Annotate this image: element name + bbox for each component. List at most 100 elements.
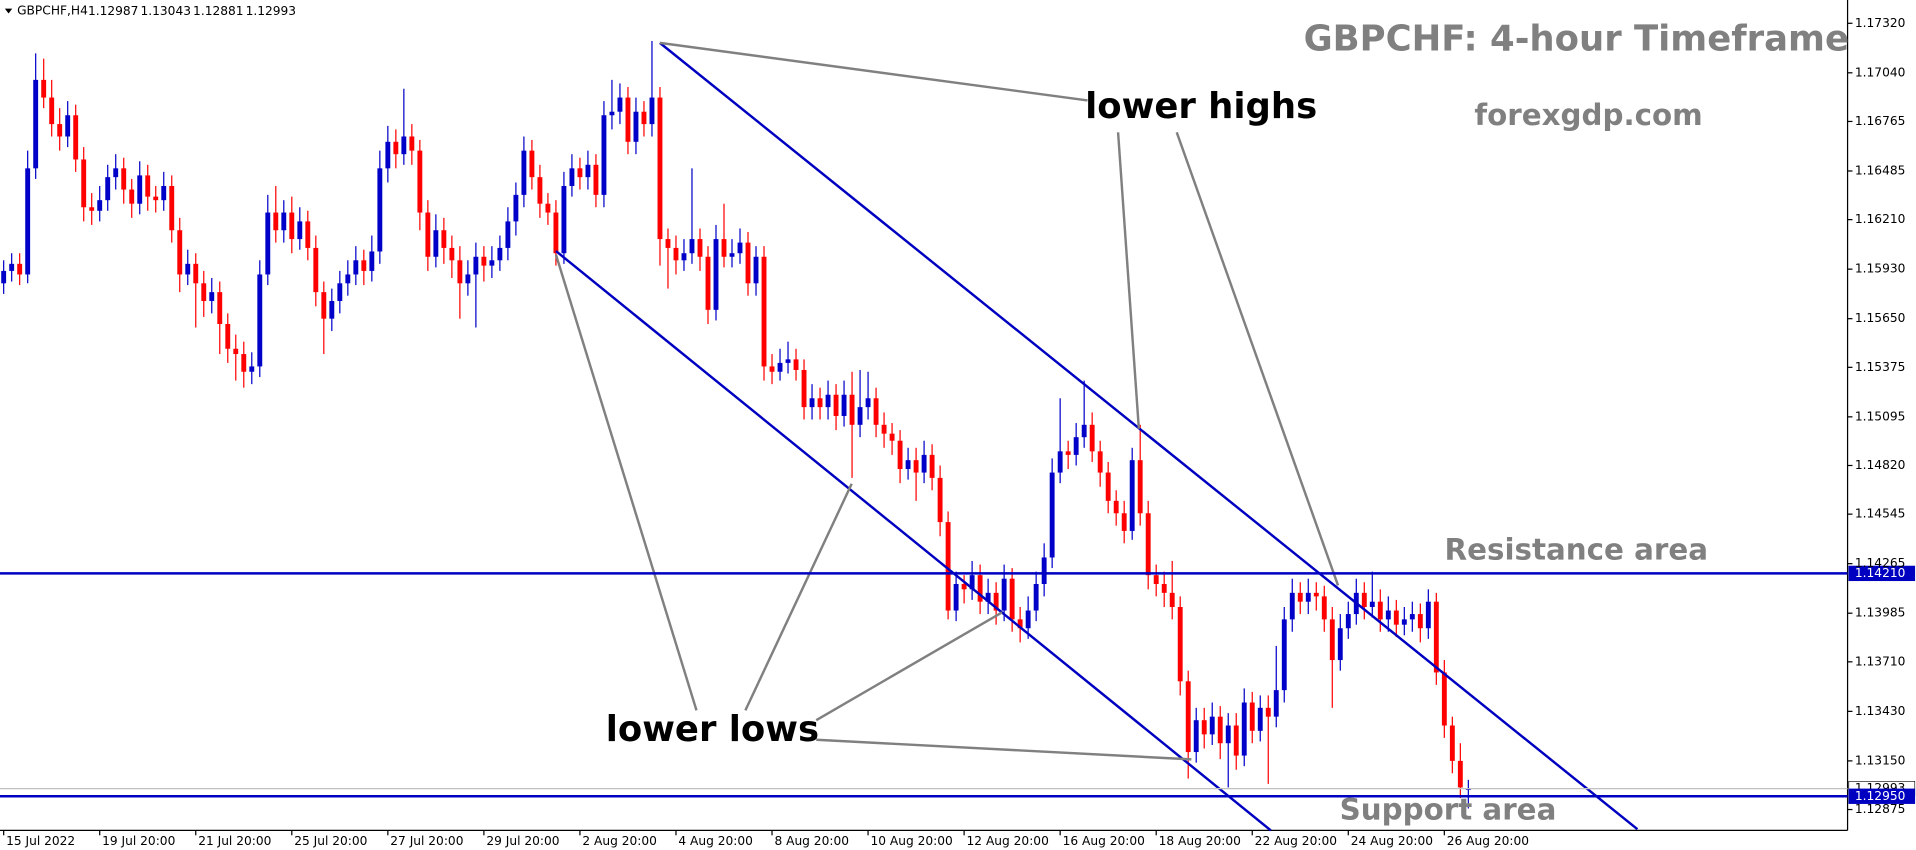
candle-body — [329, 300, 335, 319]
candle-body — [713, 239, 719, 310]
candle-body — [161, 186, 167, 201]
y-tick-label: 1.16210 — [1855, 212, 1905, 226]
candle-body — [793, 359, 799, 370]
candle-body — [705, 256, 711, 310]
candle-body — [1033, 584, 1039, 611]
candle-body — [9, 263, 15, 271]
candle-body — [345, 274, 351, 284]
candle-body — [585, 164, 591, 178]
candle-body — [953, 584, 959, 611]
candle-body — [1337, 628, 1343, 661]
candle-body — [233, 348, 239, 355]
candle-body — [1433, 601, 1439, 673]
candle-body — [169, 186, 175, 231]
candle-body — [1073, 437, 1079, 455]
candle-body — [601, 115, 607, 195]
candle-body — [425, 212, 431, 257]
candle-body — [393, 141, 399, 155]
candles — [1, 40, 1471, 809]
upper-channel-line — [659, 41, 1639, 831]
lower-channel-line — [555, 250, 1272, 832]
candle-body — [1265, 707, 1271, 717]
x-tick-label: 2 Aug 20:00 — [582, 834, 657, 848]
candle-body — [505, 221, 511, 248]
candle-body — [841, 394, 847, 416]
candle-body — [1057, 451, 1063, 473]
candle-body — [905, 460, 911, 470]
candle-body — [897, 440, 903, 470]
y-tick-label: 1.14265 — [1855, 556, 1905, 570]
candle-body — [1217, 716, 1223, 744]
candle-body — [521, 150, 527, 195]
candle-body — [1225, 725, 1231, 744]
candle-body — [1393, 610, 1399, 625]
candle-body — [785, 359, 791, 363]
candle-body — [665, 239, 671, 248]
candle-body — [737, 242, 743, 254]
candle-body — [1009, 578, 1015, 620]
candle-body — [1385, 610, 1391, 620]
candle-body — [1401, 619, 1407, 625]
candle-body — [265, 212, 271, 275]
candle-body — [617, 97, 623, 112]
candle-body — [1113, 500, 1119, 514]
resistance-box — [1848, 565, 1916, 582]
candle-body — [553, 212, 559, 254]
candle-body — [1185, 681, 1191, 753]
candle-body — [513, 194, 519, 222]
candle-body — [337, 283, 343, 301]
candle-body — [17, 263, 23, 275]
pointer-line — [815, 611, 1003, 722]
candle-body — [25, 168, 31, 275]
candle-body — [1409, 614, 1415, 620]
candle-body — [49, 97, 55, 125]
annotation-lower-lows: lower lows — [606, 709, 819, 750]
candle-body — [641, 111, 647, 125]
candle-body — [1081, 424, 1087, 438]
x-tick-label: 25 Jul 20:00 — [294, 834, 367, 848]
candle-body — [873, 398, 879, 425]
candle-body — [1273, 690, 1279, 717]
candle-body — [353, 260, 359, 275]
x-tick-label: 19 Jul 20:00 — [102, 834, 175, 848]
y-tick-label: 1.13985 — [1855, 606, 1905, 620]
candle-body — [1017, 619, 1023, 629]
candle-body — [921, 454, 927, 473]
candle-body — [985, 592, 991, 602]
candle-body — [289, 212, 295, 240]
candle-body — [1153, 575, 1159, 585]
candle-body — [729, 253, 735, 257]
candle-body — [305, 221, 311, 248]
candle-body — [1129, 460, 1135, 531]
candle-body — [1297, 592, 1303, 602]
chart-title: GBPCHF: 4-hour Timeframe — [1304, 18, 1849, 59]
candle-body — [193, 263, 199, 284]
candle-body — [697, 239, 703, 257]
pointer-line — [659, 41, 1088, 102]
candle-body — [881, 424, 887, 434]
header-icon — [4, 8, 13, 14]
candle-body — [537, 177, 543, 204]
candle-body — [417, 150, 423, 213]
candle-body — [1449, 725, 1455, 761]
candle-body — [57, 124, 63, 137]
candle-body — [1313, 592, 1319, 597]
y-tick-label: 1.16765 — [1855, 114, 1905, 128]
candle-body — [1161, 584, 1167, 593]
candle-body — [769, 366, 775, 372]
candle-body — [65, 115, 71, 137]
candle-body — [153, 196, 159, 201]
candle-body — [1361, 592, 1367, 607]
candle-body — [977, 575, 983, 602]
annotation-support: Support area — [1340, 792, 1557, 826]
candle-body — [1137, 460, 1143, 514]
candle-body — [433, 230, 439, 257]
y-tick-label: 1.17320 — [1855, 16, 1905, 30]
header-value: 1.12881 — [193, 4, 243, 18]
candle-body — [369, 251, 375, 271]
y-tick-label: 1.16485 — [1855, 163, 1905, 177]
candle-body — [657, 97, 663, 240]
x-tick-label: 29 Jul 20:00 — [486, 834, 559, 848]
